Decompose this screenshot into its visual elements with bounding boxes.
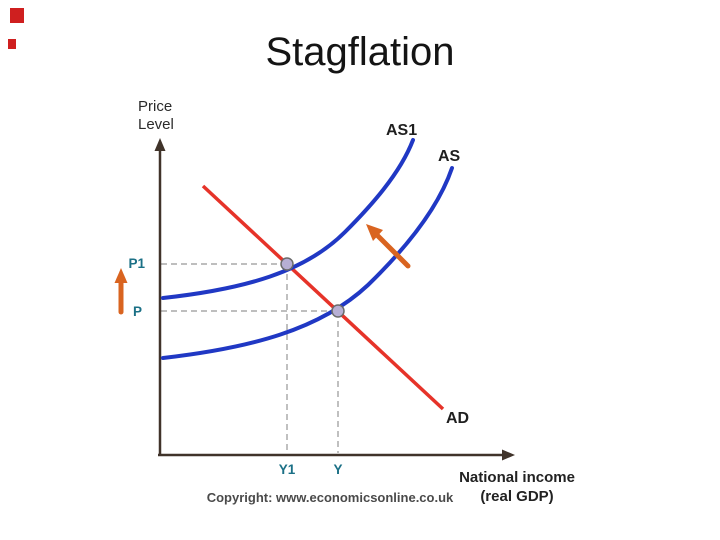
- as-shift-arrow-shaft: [375, 233, 411, 269]
- ad-line: [201, 184, 445, 411]
- as1-curve: [161, 138, 415, 300]
- dashed-guides: [161, 263, 339, 453]
- page-title: Stagflation: [265, 30, 455, 74]
- as-shift-arrow-head: [366, 224, 383, 241]
- as-curve: [161, 166, 454, 360]
- x-axis-label-line1: National income: [459, 469, 575, 486]
- corner-mark: [10, 8, 24, 23]
- y-label: Y: [333, 462, 342, 477]
- price-rise-arrow-head: [114, 268, 128, 283]
- x-axis-label-line2: (real GDP): [480, 488, 553, 505]
- copyright-text: Copyright: www.economicsonline.co.uk: [207, 490, 454, 505]
- y1-label: Y1: [279, 462, 296, 477]
- y-axis-label-line2: Level: [138, 116, 174, 133]
- as1-label: AS1: [386, 122, 417, 139]
- p-label: P: [133, 304, 142, 319]
- as-label: AS: [438, 148, 461, 165]
- x-axis-arrowhead: [502, 449, 515, 461]
- y-axis-label-line1: Price: [138, 98, 172, 115]
- p1-label: P1: [128, 256, 145, 271]
- y-axis-arrowhead: [154, 138, 166, 151]
- equilibrium-point-p1y1: [280, 257, 294, 271]
- equilibrium-point-py: [331, 304, 345, 318]
- corner-mark: [8, 39, 16, 49]
- ad-label: AD: [446, 410, 469, 427]
